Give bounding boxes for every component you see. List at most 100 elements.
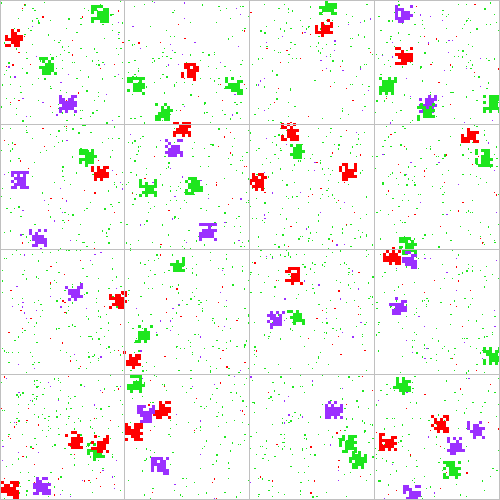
colony-purple-core bbox=[409, 491, 418, 500]
live-cell-green bbox=[474, 76, 475, 77]
colony-red-core bbox=[179, 125, 188, 134]
colony-green bbox=[194, 177, 197, 180]
live-cell-green bbox=[308, 466, 309, 467]
live-cell-green bbox=[420, 66, 422, 68]
colony-green bbox=[39, 66, 42, 69]
live-cell-green bbox=[224, 226, 225, 227]
live-cell-purple bbox=[458, 184, 459, 185]
colony-green bbox=[486, 350, 489, 353]
colony-red bbox=[94, 172, 97, 175]
live-cell-green bbox=[36, 396, 38, 397]
live-cell-green bbox=[210, 122, 211, 123]
live-cell-purple bbox=[418, 316, 420, 317]
live-cell-green bbox=[386, 126, 387, 127]
colony-green bbox=[492, 95, 495, 98]
live-cell-red bbox=[50, 282, 51, 284]
live-cell-red bbox=[34, 464, 35, 465]
colony-red bbox=[5, 44, 8, 47]
live-cell-green bbox=[32, 400, 33, 402]
colony-red bbox=[398, 256, 401, 259]
colony-red bbox=[398, 250, 401, 253]
live-cell-green bbox=[472, 64, 473, 66]
live-cell-green bbox=[74, 422, 75, 423]
live-cell-green bbox=[254, 350, 255, 351]
live-cell-green bbox=[96, 110, 98, 111]
live-cell-green bbox=[468, 44, 469, 45]
live-cell-green bbox=[206, 184, 207, 185]
live-cell-green bbox=[274, 390, 275, 392]
live-cell-green bbox=[468, 158, 469, 159]
live-cell-green bbox=[388, 176, 389, 177]
colony-green bbox=[90, 449, 93, 452]
colony-red bbox=[159, 416, 162, 419]
colony-red bbox=[74, 431, 77, 434]
colony-red bbox=[443, 430, 446, 433]
live-cell-green bbox=[152, 58, 154, 59]
live-cell-green bbox=[146, 86, 147, 88]
live-cell-green bbox=[496, 416, 497, 417]
colony-purple bbox=[29, 229, 32, 232]
colony-purple bbox=[431, 98, 434, 101]
live-cell-purple bbox=[320, 212, 321, 213]
live-cell-green bbox=[376, 404, 377, 406]
live-cell-green bbox=[216, 340, 218, 341]
live-cell-green bbox=[334, 144, 335, 145]
colony-purple bbox=[38, 229, 41, 232]
colony-green bbox=[130, 80, 133, 83]
live-cell-green bbox=[430, 92, 431, 93]
live-cell-green bbox=[272, 400, 273, 401]
live-cell-green bbox=[402, 356, 403, 357]
live-cell-green bbox=[256, 454, 257, 455]
live-cell-green bbox=[352, 16, 353, 17]
live-cell-green bbox=[178, 370, 180, 371]
colony-purple bbox=[406, 497, 409, 500]
colony-purple bbox=[447, 437, 450, 440]
live-cell-green bbox=[154, 452, 155, 453]
live-cell-green bbox=[380, 480, 381, 482]
live-cell-green bbox=[486, 182, 487, 183]
live-cell-purple bbox=[68, 74, 69, 75]
colony-green-core bbox=[141, 331, 150, 340]
live-cell-purple bbox=[430, 16, 431, 17]
colony-green bbox=[185, 189, 188, 192]
colony-purple bbox=[450, 446, 453, 449]
live-cell-green bbox=[32, 20, 33, 22]
live-cell-green bbox=[240, 118, 241, 119]
live-cell-green bbox=[150, 26, 151, 27]
colony-red bbox=[91, 166, 94, 169]
colony-green bbox=[414, 243, 417, 246]
live-cell-red bbox=[404, 146, 405, 147]
live-cell-green bbox=[344, 262, 345, 264]
live-cell-green bbox=[146, 362, 147, 363]
live-cell-green bbox=[406, 316, 407, 317]
live-cell-green bbox=[358, 134, 359, 135]
live-cell-green bbox=[130, 118, 132, 119]
live-cell-red bbox=[360, 154, 361, 156]
live-cell-green bbox=[418, 194, 419, 195]
live-cell-green bbox=[354, 238, 356, 239]
live-cell-green bbox=[252, 218, 253, 219]
live-cell-green bbox=[112, 280, 113, 281]
colony-red bbox=[315, 28, 318, 31]
live-cell-green bbox=[428, 348, 429, 349]
colony-red bbox=[382, 433, 385, 436]
colony-green-core bbox=[85, 155, 94, 164]
live-cell-red bbox=[456, 306, 457, 307]
live-cell-green bbox=[466, 4, 467, 5]
live-cell-red bbox=[18, 52, 20, 53]
colony-red bbox=[185, 122, 188, 125]
live-cell-green bbox=[320, 28, 321, 30]
colony-red bbox=[461, 140, 464, 143]
live-cell-green bbox=[376, 100, 378, 102]
colony-purple bbox=[482, 427, 485, 430]
live-cell-green bbox=[146, 46, 147, 47]
colony-red bbox=[173, 131, 176, 134]
live-cell-green bbox=[36, 444, 37, 445]
live-cell-green bbox=[264, 4, 265, 5]
colony-red bbox=[354, 169, 357, 172]
colony-green bbox=[139, 375, 142, 378]
live-cell-red bbox=[164, 386, 165, 387]
colony-red bbox=[461, 137, 464, 140]
colony-green bbox=[142, 83, 145, 86]
